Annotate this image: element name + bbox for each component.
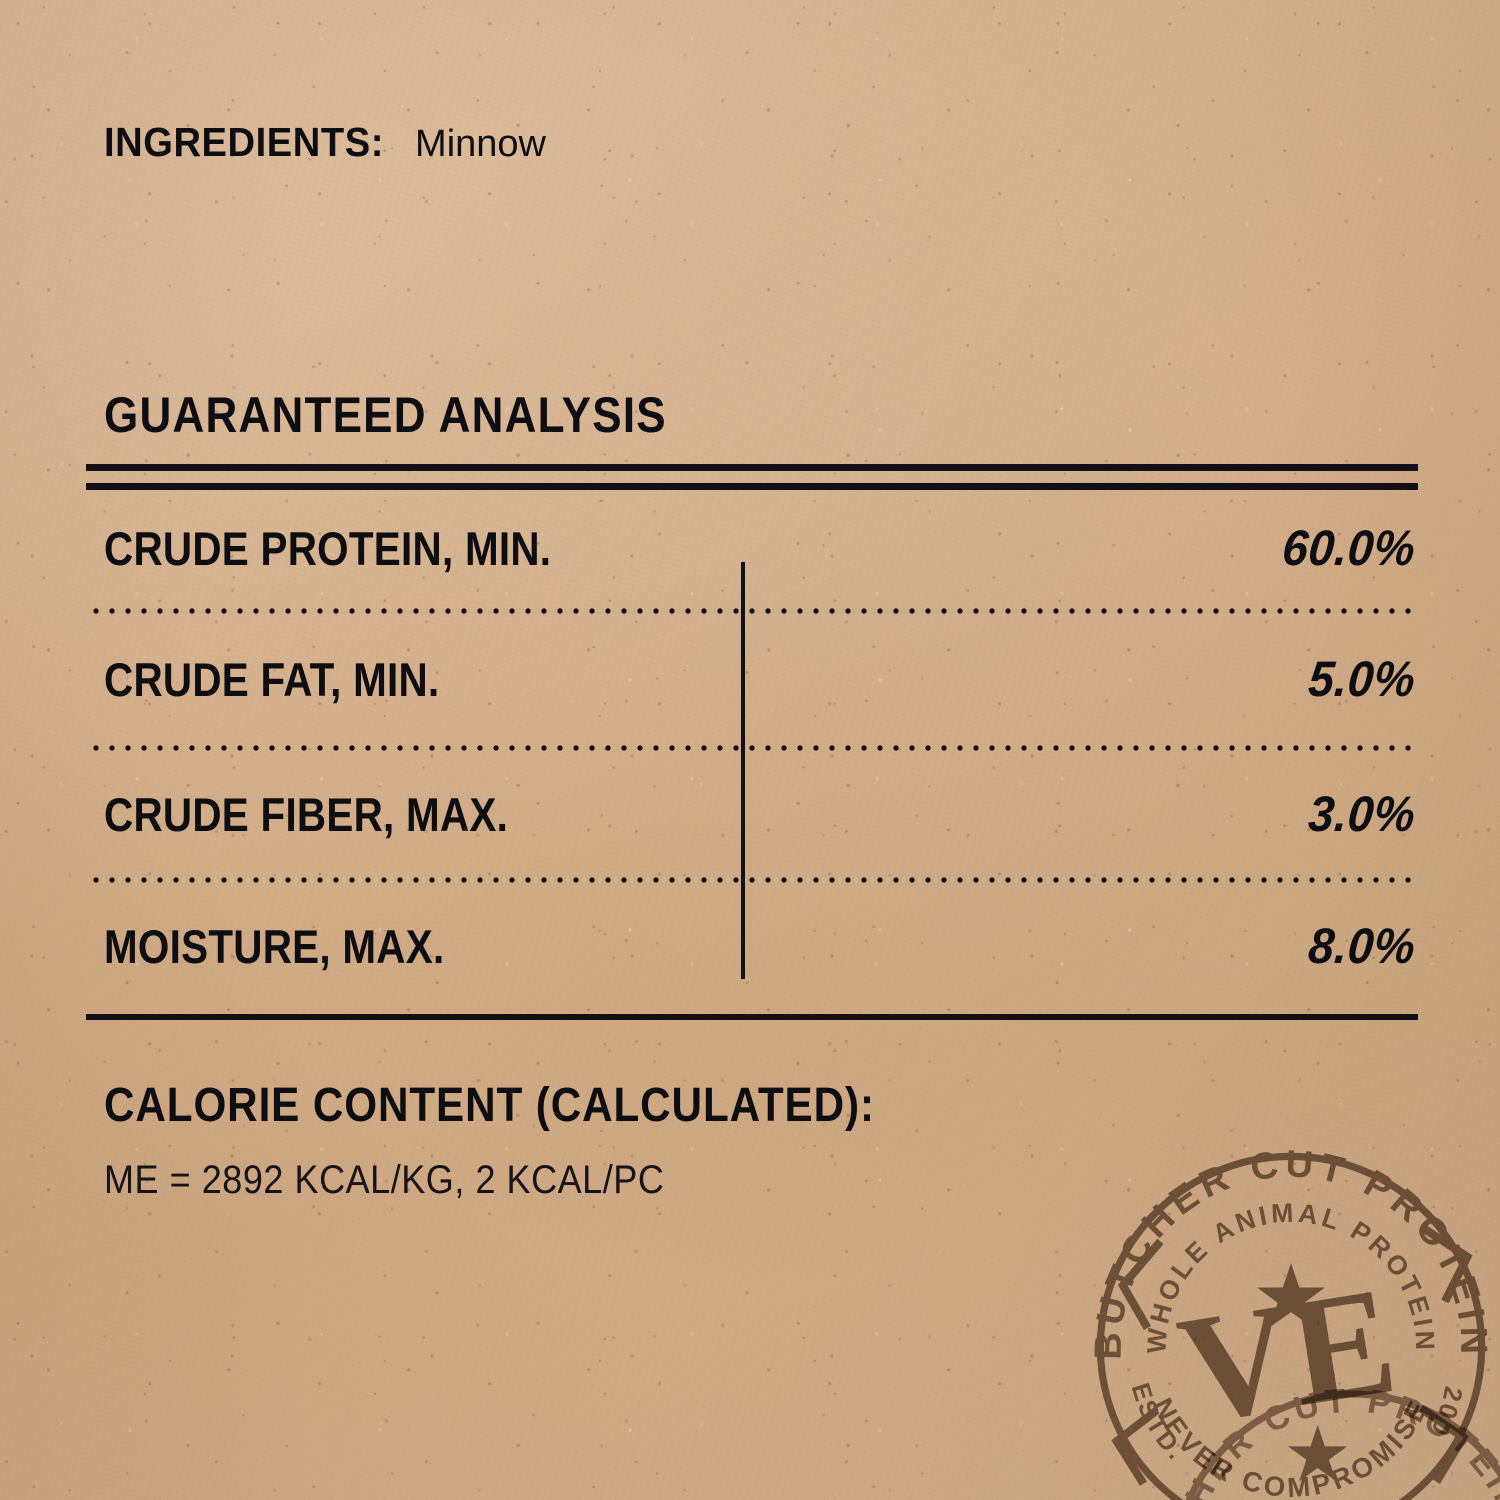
calorie-content-heading: CALORIE CONTENT (CALCULATED): <box>104 1079 875 1132</box>
table-top-rule-lower <box>86 483 1418 490</box>
butcher-cut-protein-stamp: BUTCHER CUT PROTEIN WHOLE ANIMAL PROTEIN… <box>1086 1142 1496 1500</box>
guaranteed-analysis-heading: GUARANTEED ANALYSIS <box>104 387 667 443</box>
table-column-divider <box>741 562 745 979</box>
row-separator-dotted <box>88 745 1416 751</box>
stamp-monogram: VE <box>1169 1255 1407 1456</box>
nutrient-name: MOISTURE, MAX. <box>104 920 445 973</box>
table-row: CRUDE PROTEIN, MIN. 60.0% <box>104 520 1418 584</box>
nutrient-name: CRUDE FIBER, MAX. <box>104 788 509 841</box>
table-row: MOISTURE, MAX. 8.0% <box>104 918 1418 982</box>
table-top-rule-upper <box>86 464 1418 471</box>
nutrient-name: CRUDE FAT, MIN. <box>104 653 440 706</box>
nutrient-name: CRUDE PROTEIN, MIN. <box>104 522 552 575</box>
ingredients-line: INGREDIENTS: Minnow <box>104 119 546 166</box>
stamp-star-icon <box>1257 1262 1325 1328</box>
nutrient-value: 5.0% <box>1306 651 1418 707</box>
table-row: CRUDE FIBER, MAX. 3.0% <box>104 786 1418 850</box>
table-row: CRUDE FAT, MIN. 5.0% <box>104 651 1418 715</box>
nutrient-value: 8.0% <box>1306 918 1418 974</box>
ingredients-label: INGREDIENTS: <box>104 119 384 165</box>
stamp-star-icon <box>1287 1424 1348 1482</box>
ingredients-value: Minnow <box>415 123 546 165</box>
calorie-content-value: ME = 2892 KCAL/KG, 2 KCAL/PC <box>104 1158 665 1202</box>
nutrient-value: 60.0% <box>1280 520 1418 576</box>
row-separator-dotted <box>88 608 1416 614</box>
table-bottom-rule <box>86 1014 1418 1020</box>
nutrient-value: 3.0% <box>1306 786 1418 842</box>
row-separator-dotted <box>88 877 1416 883</box>
